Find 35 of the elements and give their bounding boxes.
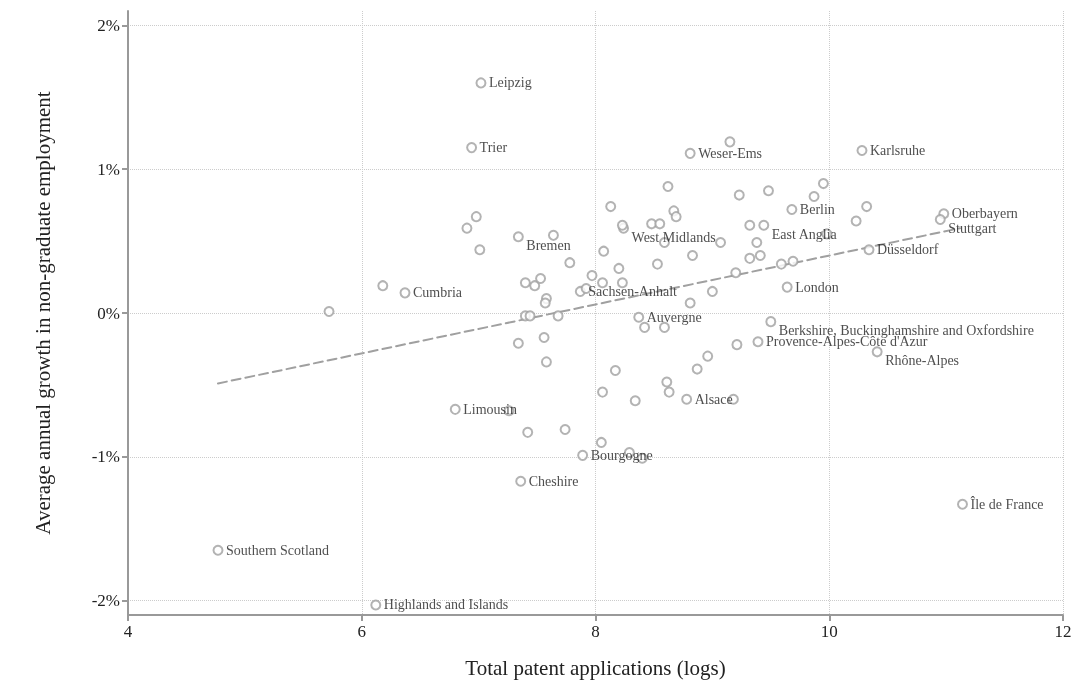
annotation: Cumbria	[412, 285, 463, 301]
annotation: Bremen	[526, 238, 571, 254]
annotation: Oberbayern	[951, 206, 1018, 222]
annotation: Île de France	[970, 495, 1044, 512]
annotation: Düsseldorf	[876, 242, 939, 258]
annotation: Trier	[479, 140, 508, 156]
x-tick-label: 8	[591, 622, 600, 641]
annotation: Weser-Ems	[698, 145, 763, 161]
annotation: Cheshire	[528, 473, 579, 489]
annotation: Highlands and Islands	[383, 597, 509, 613]
y-tick-label: 1%	[97, 159, 120, 179]
annotation: Limousin	[463, 401, 517, 417]
x-tick-label: 4	[123, 622, 133, 641]
annotation: Stuttgart	[948, 221, 997, 237]
annotation: Karlsruhe	[869, 143, 926, 158]
annotation: Southern Scotland	[225, 542, 330, 558]
annotation: London	[795, 279, 839, 295]
y-tick-label: -2%	[91, 591, 120, 611]
annotation: Bourgogne	[590, 447, 653, 463]
x-axis-title: Total patent applications (logs)	[465, 655, 726, 680]
x-tick-label: 12	[1054, 622, 1072, 641]
annotation: Berlin	[799, 201, 835, 217]
annotation: Alsace	[694, 391, 733, 407]
y-tick-label: 2%	[97, 15, 120, 35]
annotation: Rhône-Alpes	[885, 353, 960, 369]
y-tick-label: 0%	[97, 303, 120, 323]
annotation: Leipzig	[488, 75, 532, 91]
x-tick-label: 10	[820, 622, 838, 641]
annotation: East Anglia	[771, 226, 838, 242]
annotation: Auvergne	[646, 309, 702, 325]
y-axis-title: Average annual growth in non-graduate employment	[30, 91, 55, 535]
annotation: West Midlands	[631, 229, 716, 245]
y-tick-label: -1%	[91, 447, 120, 467]
x-tick-label: 6	[357, 622, 366, 641]
annotation: Sachsen-Anhalt	[588, 283, 678, 299]
